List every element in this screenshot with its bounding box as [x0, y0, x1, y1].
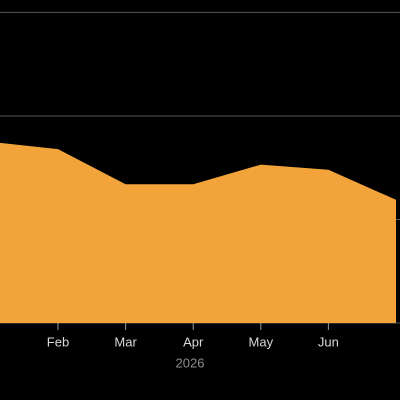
x-axis-label: 2026 [176, 355, 205, 370]
x-tick-label: Jun [318, 334, 339, 349]
x-tick-label: May [249, 334, 274, 349]
x-tick-label: Feb [47, 334, 69, 349]
area [0, 142, 396, 323]
x-tick-label: Apr [183, 334, 204, 349]
x-tick-label: Mar [114, 334, 137, 349]
